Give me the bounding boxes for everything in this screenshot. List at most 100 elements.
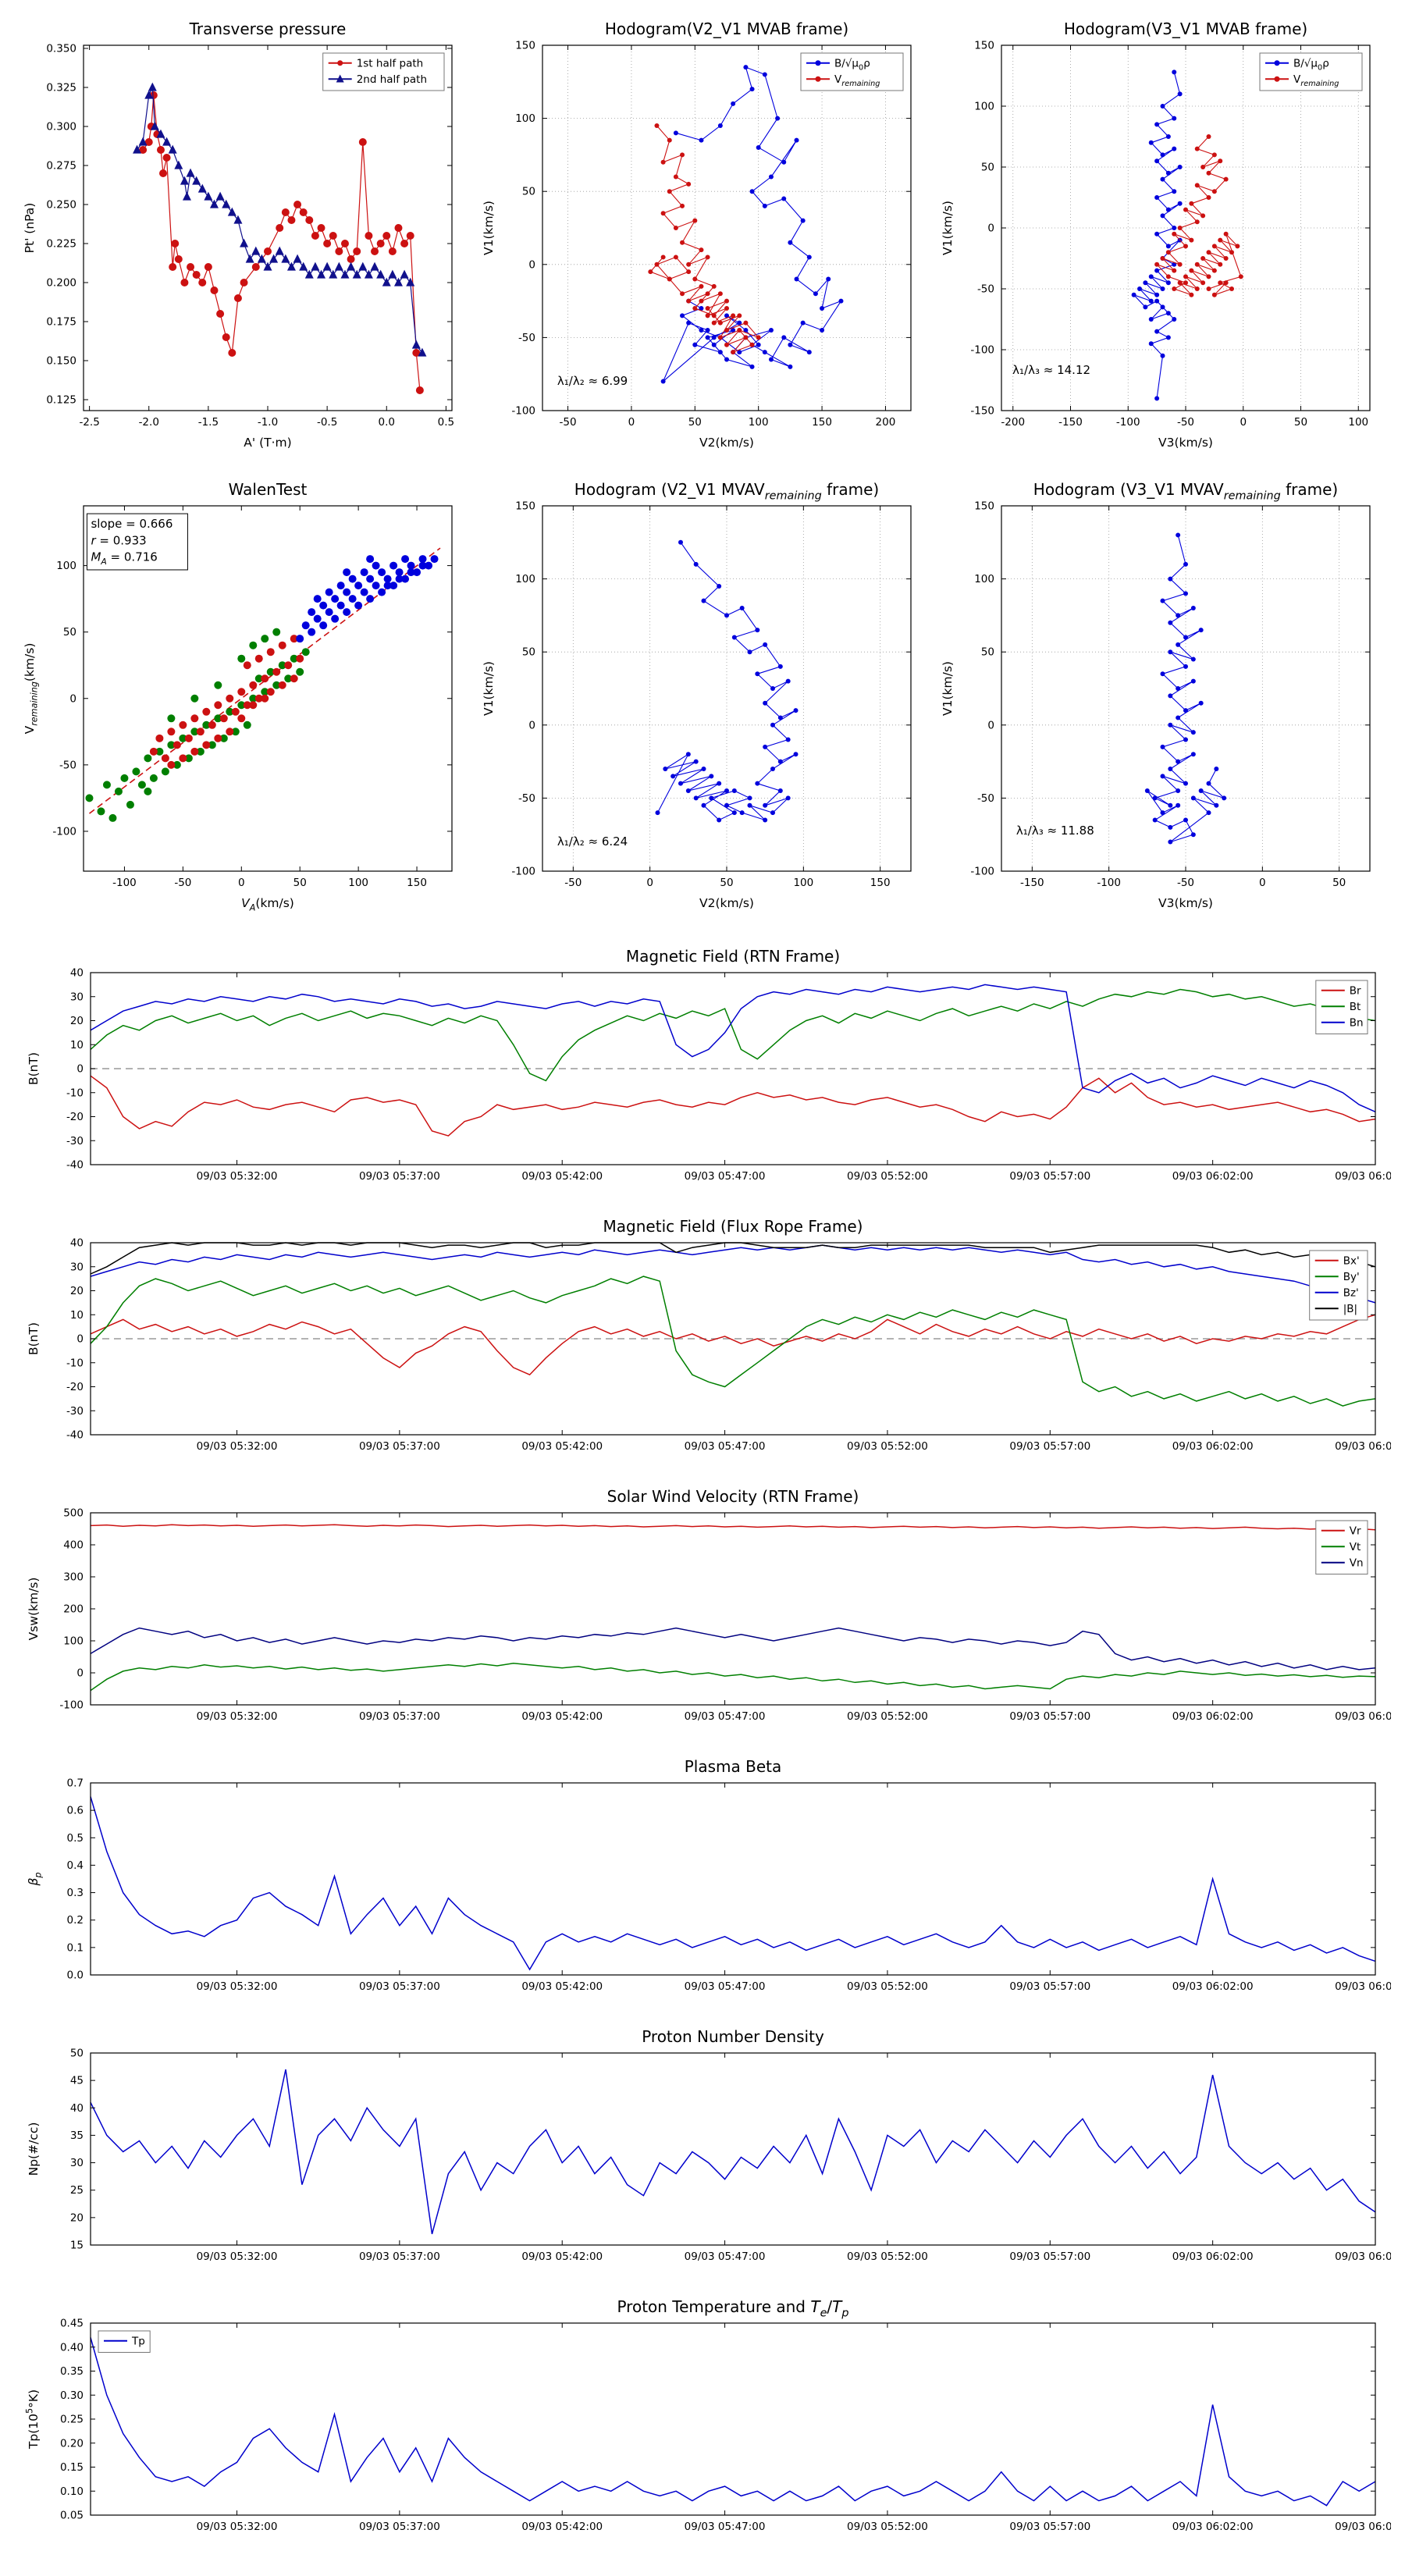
- chart-title: Magnetic Field (RTN Frame): [626, 947, 840, 966]
- svg-text:-10: -10: [66, 1087, 84, 1099]
- timeseries-stack: 09/03 05:32:00 09/03 05:37:00 09/03 05:42:…: [14, 943, 1391, 2564]
- svg-text:0.225: 0.225: [46, 238, 76, 251]
- svg-text:09/03 05:47:00: 09/03 05:47:00: [685, 2521, 766, 2533]
- svg-text:-50: -50: [977, 283, 994, 296]
- hodogram_v2v1_mvav-svg: -50 0 50 100 150 -100 -50 0 50 100 150 Hodogram (V2…: [482, 480, 912, 910]
- svg-text:-100: -100: [511, 866, 535, 878]
- svg-text:09/03 05:52:00: 09/03 05:52:00: [847, 1170, 928, 1183]
- svg-text:0.45: 0.45: [60, 2318, 84, 2330]
- y-axis-label: V1(km/s): [482, 661, 496, 716]
- svg-text:300: 300: [63, 1571, 84, 1584]
- svg-text:09/03 06:07:00: 09/03 06:07:00: [1335, 1440, 1391, 1453]
- chart-title: Hodogram (V3_V1 MVAVremaining frame): [1033, 480, 1338, 503]
- svg-text:150: 150: [812, 416, 832, 429]
- axis-ticks: 09/03 05:32:00 09/03 05:37:00 09/03 05:42:…: [66, 967, 1391, 1183]
- axis-ticks: -150 -100 -50 0 50 -100 -50 0 50 100 150: [970, 500, 1370, 889]
- svg-text:50: 50: [981, 162, 994, 174]
- axis-ticks: -2.5 -2.0 -1.5 -1.0 -0.5 0.0 0.5 0.125 0.150 0.17…: [46, 43, 454, 429]
- svg-text:09/03 05:37:00: 09/03 05:37:00: [359, 1170, 440, 1183]
- series-v-remaining: [648, 123, 761, 355]
- x-axis-label: A' (T·m): [244, 436, 291, 450]
- svg-text:0.15: 0.15: [60, 2461, 84, 2474]
- svg-text:09/03 05:37:00: 09/03 05:37:00: [359, 2250, 440, 2263]
- svg-text:-1.5: -1.5: [198, 416, 219, 429]
- svg-text:-100: -100: [1097, 877, 1121, 889]
- svg-text:100: 100: [348, 877, 368, 889]
- chart-proton-number-density: 09/03 05:32:00 09/03 05:37:00 09/03 05:42:…: [14, 2023, 1391, 2281]
- svg-text:50: 50: [522, 646, 535, 659]
- svg-text:30: 30: [70, 1261, 84, 1273]
- legend: Tp: [98, 2330, 151, 2353]
- y-axis-label: V1(km/s): [482, 201, 496, 255]
- svg-text:50: 50: [688, 416, 702, 429]
- series-last-segment: [296, 555, 439, 643]
- svg-text:0.200: 0.200: [46, 277, 76, 290]
- svg-text:-50: -50: [1177, 416, 1194, 429]
- svg-text:09/03 06:02:00: 09/03 06:02:00: [1172, 1980, 1254, 1993]
- svg-text:09/03 05:52:00: 09/03 05:52:00: [847, 2521, 928, 2533]
- x-axis-label: V2(km/s): [699, 896, 754, 910]
- axis-ticks: -100 -50 0 50 100 150 -100 -50 0 50 100: [52, 506, 452, 889]
- chart-walen-test: -100 -50 0 50 100 150 -100 -50 0 50 100 WalenTest VA…: [15, 471, 472, 921]
- axis-ticks: 09/03 05:32:00 09/03 05:37:00 09/03 05:42:…: [60, 2318, 1391, 2534]
- chart-title: Proton Number Density: [642, 2027, 824, 2046]
- chart-title: Plasma Beta: [685, 1757, 782, 1776]
- svg-text:100: 100: [793, 877, 813, 889]
- svg-text:0.4: 0.4: [67, 1859, 84, 1872]
- svg-text:-50: -50: [518, 792, 535, 805]
- y-axis-label: Vremaining(km/s): [23, 643, 39, 735]
- svg-text:-50: -50: [518, 332, 535, 344]
- series-tp: [90, 2337, 1376, 2507]
- y-axis-label: Vsw(km/s): [27, 1578, 41, 1641]
- axis-ticks: -200 -150 -100 -50 0 50 100 -150 -100 -50 0 50 100 15…: [970, 40, 1370, 429]
- chart-hodogram-v2v1-mvav-remaining: -50 0 50 100 150 -100 -50 0 50 100 150 Hodogram (V2…: [474, 471, 931, 921]
- svg-text:-0.5: -0.5: [317, 416, 337, 429]
- svg-text:150: 150: [407, 877, 427, 889]
- svg-text:20: 20: [70, 1015, 84, 1027]
- y-axis-label: B(nT): [27, 1322, 41, 1355]
- chart-title: Magnetic Field (Flux Rope Frame): [603, 1217, 863, 1236]
- axis-ticks: 09/03 05:32:00 09/03 05:37:00 09/03 05:42:…: [59, 1507, 1391, 1724]
- y-axis-label: Pt' (nPa): [23, 203, 37, 254]
- svg-text:100: 100: [974, 101, 994, 113]
- series-v-remaining: [1154, 134, 1243, 297]
- svg-text:09/03 05:32:00: 09/03 05:32:00: [197, 1440, 278, 1453]
- svg-text:09/03 06:07:00: 09/03 06:07:00: [1335, 1710, 1391, 1723]
- svg-text:Bx': Bx': [1343, 1254, 1360, 1267]
- svg-text:-40: -40: [66, 1429, 84, 1442]
- svg-text:0.150: 0.150: [46, 355, 76, 368]
- svg-text:09/03 05:37:00: 09/03 05:37:00: [359, 2521, 440, 2533]
- svg-text:-100: -100: [59, 1699, 84, 1712]
- svg-text:200: 200: [63, 1603, 84, 1616]
- svg-text:-50: -50: [560, 416, 577, 429]
- svg-text:40: 40: [70, 1237, 84, 1250]
- svg-text:09/03 05:42:00: 09/03 05:42:00: [521, 1170, 603, 1183]
- svg-text:0: 0: [987, 719, 994, 731]
- svg-text:10: 10: [70, 1039, 84, 1051]
- svg-text:B/√μ0ρ: B/√μ0ρ: [834, 57, 870, 72]
- svg-text:0: 0: [76, 1063, 84, 1076]
- hodogram_v3v1_mvav-svg: -150 -100 -50 0 50 -100 -50 0 50 100 150 Hodogram (…: [941, 480, 1371, 910]
- svg-text:0: 0: [1240, 416, 1247, 429]
- svg-text:0.175: 0.175: [46, 316, 76, 329]
- svg-text:-2.5: -2.5: [79, 416, 99, 429]
- svg-text:20: 20: [70, 2211, 84, 2224]
- x-axis-label: V3(km/s): [1158, 896, 1213, 910]
- svg-text:09/03 05:32:00: 09/03 05:32:00: [197, 2250, 278, 2263]
- svg-text:50: 50: [1294, 416, 1307, 429]
- chart-title: Transverse pressure: [189, 20, 347, 38]
- y-axis-label: V1(km/s): [941, 201, 955, 255]
- svg-text:09/03 05:47:00: 09/03 05:47:00: [685, 2250, 766, 2263]
- svg-text:By': By': [1343, 1271, 1360, 1283]
- chart-title: Solar Wind Velocity (RTN Frame): [607, 1487, 859, 1506]
- svg-text:0.6: 0.6: [67, 1805, 84, 1817]
- axes-frame: [83, 505, 453, 872]
- mag_fluxrope-svg: 09/03 05:32:00 09/03 05:37:00 09/03 05:42:…: [27, 1217, 1391, 1453]
- chart-title: Proton Temperature and Te/Tp: [617, 2297, 848, 2320]
- svg-text:0: 0: [987, 222, 994, 235]
- svg-text:0: 0: [69, 692, 76, 705]
- svg-text:-100: -100: [52, 825, 76, 838]
- svg-text:09/03 06:02:00: 09/03 06:02:00: [1172, 1710, 1254, 1723]
